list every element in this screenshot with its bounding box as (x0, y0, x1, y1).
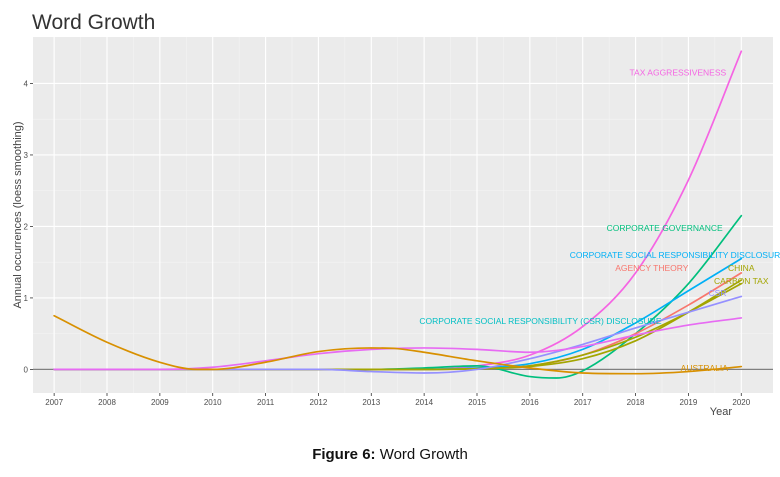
x-tick-label: 2017 (574, 398, 592, 407)
x-tick-label: 2020 (732, 398, 750, 407)
chart-title: Word Growth (32, 11, 155, 34)
x-tick-label: 2012 (310, 398, 328, 407)
x-tick-label: 2013 (362, 398, 380, 407)
series-label-china: CHINA (728, 263, 755, 273)
y-tick-label: 2 (24, 222, 29, 231)
y-tick-label: 3 (24, 151, 29, 160)
series-lines (53, 50, 743, 379)
series-label-corporate-governance: CORPORATE GOVERNANCE (607, 223, 723, 233)
y-axis-title: Annual occurrences (loess smoothing) (12, 121, 24, 308)
x-tick-label: 2014 (415, 398, 433, 407)
figure-caption: Figure 6: Word Growth (0, 446, 780, 463)
series-label-carbon-tax: CARBON TAX (714, 276, 769, 286)
x-tick-label: 2008 (98, 398, 116, 407)
y-tick-label: 1 (24, 294, 29, 303)
y-tick-label: 0 (24, 365, 29, 374)
x-tick-label: 2010 (204, 398, 222, 407)
x-tick-label: 2009 (151, 398, 169, 407)
x-tick-label: 2015 (468, 398, 486, 407)
x-tick-label: 2011 (257, 398, 275, 407)
x-tick-label: 2019 (680, 398, 698, 407)
figure-caption-text: Word Growth (379, 446, 468, 463)
series-label-corporate-social-responsibility-disclosure: CORPORATE SOCIAL RESPONSIBILITY DISCLOSU… (570, 250, 780, 260)
grid-lines (33, 37, 773, 393)
series-label-csr: CSR (709, 288, 727, 298)
figure-label: Figure 6: (312, 446, 376, 463)
series-line-corporate-social-responsibility-csr-disclosure (53, 317, 743, 371)
series-label-agency-theory: AGENCY THEORY (615, 263, 689, 273)
y-tick-label: 4 (24, 79, 29, 88)
series-labels: TAX AGGRESSIVENESS CORPORATE GOVERNANCE CO… (419, 68, 780, 373)
series-line-csr (53, 295, 743, 374)
series-line-australia (53, 314, 743, 375)
x-tick-label: 2007 (45, 398, 63, 407)
axes: 2007 2008 2009 2010 2011 2012 2013 2014 2015 2016… (24, 79, 751, 407)
series-label-corporate-social-responsibility-csr-disclosure: CORPORATE SOCIAL RESPONSIBILITY (CSR) DI… (419, 316, 661, 326)
series-label-tax-aggressiveness: TAX AGGRESSIVENESS (630, 68, 727, 78)
x-axis-title: Year (710, 406, 733, 418)
x-tick-label: 2016 (521, 398, 539, 407)
series-label-australia: AUSTRALIA (681, 363, 729, 373)
x-tick-label: 2018 (627, 398, 645, 407)
